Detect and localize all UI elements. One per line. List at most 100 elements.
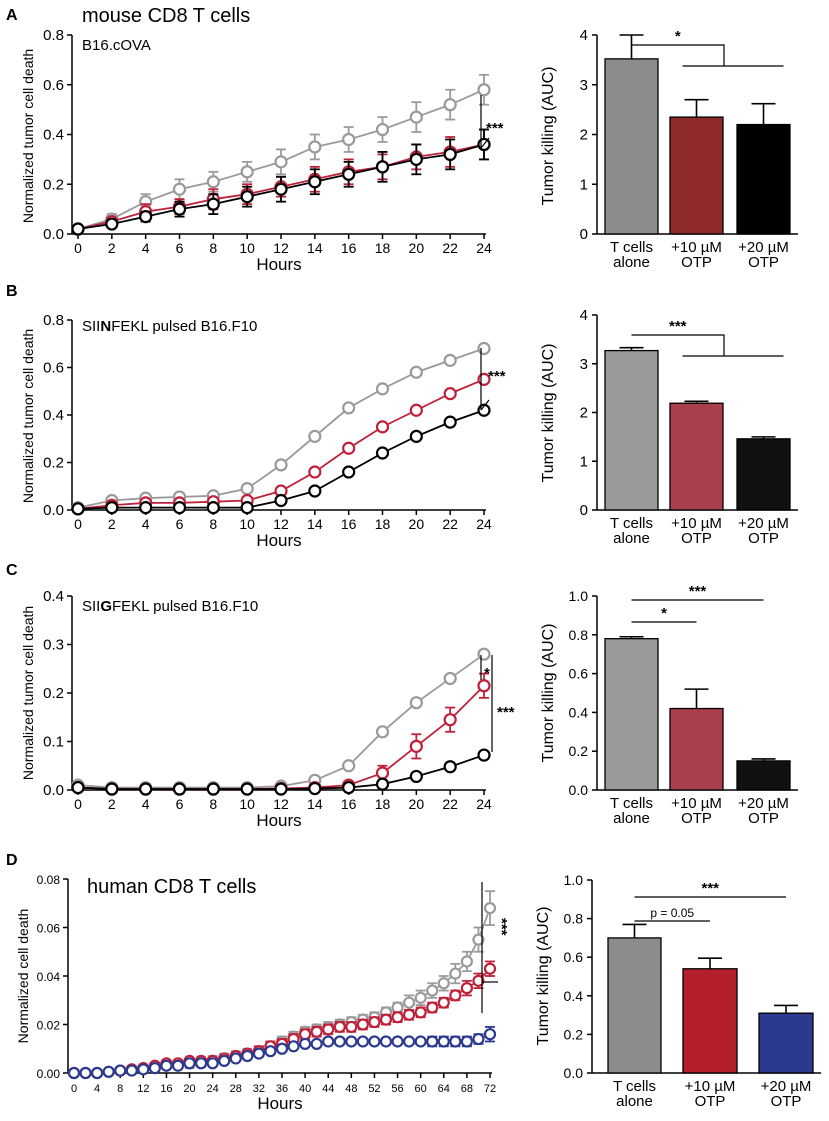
bar bbox=[604, 58, 659, 235]
x-tick-label: 10 bbox=[239, 796, 255, 812]
data-point bbox=[139, 209, 153, 224]
bar-category-label: +10 µM bbox=[671, 795, 722, 812]
data-point bbox=[172, 501, 187, 515]
data-point bbox=[206, 782, 220, 796]
data-point bbox=[375, 122, 390, 137]
y-axis-label: Tumor killing (AUC) bbox=[535, 907, 552, 1046]
x-tick-label: 4 bbox=[94, 1083, 100, 1095]
bar-category-label: OTP bbox=[681, 254, 712, 271]
bar bbox=[758, 1012, 814, 1074]
data-point bbox=[160, 1059, 173, 1072]
chart-title: SIINFEKL pulsed B16.F10 bbox=[82, 318, 257, 335]
data-point bbox=[287, 1040, 300, 1053]
data-point bbox=[333, 1020, 346, 1034]
x-tick-label: 2 bbox=[108, 796, 116, 812]
x-tick-label: 8 bbox=[209, 516, 217, 532]
data-point bbox=[356, 1018, 369, 1031]
data-point bbox=[345, 1020, 358, 1034]
data-point bbox=[443, 353, 457, 367]
x-tick-label: 28 bbox=[230, 1083, 242, 1095]
x-tick-label: 12 bbox=[137, 1083, 149, 1095]
significance-bracket bbox=[631, 44, 725, 66]
data-point bbox=[342, 759, 356, 773]
significance-label: * bbox=[661, 605, 667, 622]
data-point bbox=[310, 1025, 323, 1038]
panel-letter: C bbox=[6, 562, 18, 579]
bar-category-label: +20 µM bbox=[738, 239, 789, 256]
x-tick-label: 0 bbox=[71, 1083, 77, 1095]
panel-heading: human CD8 T cells bbox=[87, 876, 256, 898]
significance-label: p = 0.05 bbox=[650, 906, 694, 920]
panel-letter: A bbox=[6, 7, 18, 24]
y-tick-label: 0 bbox=[580, 226, 588, 243]
x-tick-label: 2 bbox=[108, 516, 116, 532]
data-point bbox=[299, 1037, 312, 1051]
bar-category-label: +10 µM bbox=[671, 515, 722, 532]
data-point bbox=[483, 901, 497, 915]
data-point bbox=[403, 996, 416, 1009]
data-point bbox=[375, 160, 390, 174]
data-point bbox=[105, 217, 119, 231]
x-tick-label: 20 bbox=[409, 240, 425, 256]
x-tick-label: 18 bbox=[375, 240, 391, 256]
data-point bbox=[333, 1035, 346, 1048]
data-point bbox=[437, 977, 450, 990]
bar-chart-C: 0.0 0.2 0.4 0.6 0.8 1.0 Tumor killing (AUC) T c… bbox=[540, 583, 798, 827]
x-tick-label: 8 bbox=[209, 240, 217, 256]
series--10-m-otp bbox=[67, 960, 497, 1080]
data-point bbox=[195, 1057, 208, 1070]
data-point bbox=[472, 933, 485, 946]
series--20-m-otp bbox=[71, 748, 491, 796]
data-point bbox=[308, 781, 322, 796]
bar-category-label: T cells bbox=[610, 515, 653, 532]
significance-label: *** bbox=[486, 120, 504, 137]
x-tick-label: 56 bbox=[391, 1083, 403, 1095]
x-tick-label: 44 bbox=[322, 1083, 334, 1095]
data-point bbox=[483, 962, 497, 975]
data-point bbox=[105, 782, 119, 796]
bar-category-label: T cells bbox=[610, 795, 653, 812]
y-tick-label: 0.8 bbox=[569, 627, 589, 643]
data-point bbox=[409, 696, 423, 710]
y-tick-label: 0.0 bbox=[43, 502, 64, 519]
data-point bbox=[310, 1037, 323, 1051]
data-point bbox=[322, 1023, 335, 1036]
data-point bbox=[403, 1035, 416, 1048]
x-tick-label: 16 bbox=[341, 796, 357, 812]
y-tick-label: 3 bbox=[580, 77, 588, 94]
data-point bbox=[342, 465, 356, 479]
data-point bbox=[125, 1064, 138, 1077]
y-tick-label: 0.4 bbox=[43, 127, 64, 144]
data-point bbox=[172, 182, 187, 196]
data-point bbox=[477, 83, 491, 97]
data-point bbox=[137, 1063, 150, 1076]
y-tick-label: 0.6 bbox=[564, 949, 584, 965]
data-point bbox=[274, 458, 288, 472]
series-line bbox=[77, 347, 485, 509]
data-point bbox=[218, 1054, 231, 1067]
x-tick-label: 0 bbox=[74, 516, 82, 532]
data-point bbox=[67, 1066, 81, 1080]
series--20-m-otp bbox=[71, 128, 491, 236]
x-axis-label: Hours bbox=[256, 531, 301, 550]
data-point bbox=[206, 175, 220, 189]
data-point bbox=[409, 739, 423, 753]
x-tick-label: 64 bbox=[438, 1083, 450, 1095]
x-tick-label: 12 bbox=[273, 240, 289, 256]
x-tick-label: 40 bbox=[299, 1083, 311, 1095]
bar-category-label: alone bbox=[613, 254, 650, 271]
y-axis-label: Normalized tumor cell death bbox=[20, 49, 36, 223]
x-tick-label: 16 bbox=[160, 1083, 172, 1095]
chart-title: SIIGFEKL pulsed B16.F10 bbox=[82, 598, 258, 615]
data-point bbox=[472, 1032, 485, 1046]
data-point bbox=[274, 782, 288, 796]
bar-category-label: +10 µM bbox=[671, 239, 722, 256]
x-tick-label: 36 bbox=[276, 1083, 288, 1095]
y-tick-label: 4 bbox=[580, 27, 588, 44]
x-tick-label: 20 bbox=[409, 796, 425, 812]
data-point bbox=[409, 429, 423, 443]
bar bbox=[669, 402, 724, 511]
bar bbox=[607, 937, 662, 1074]
title-part: G bbox=[100, 598, 112, 615]
